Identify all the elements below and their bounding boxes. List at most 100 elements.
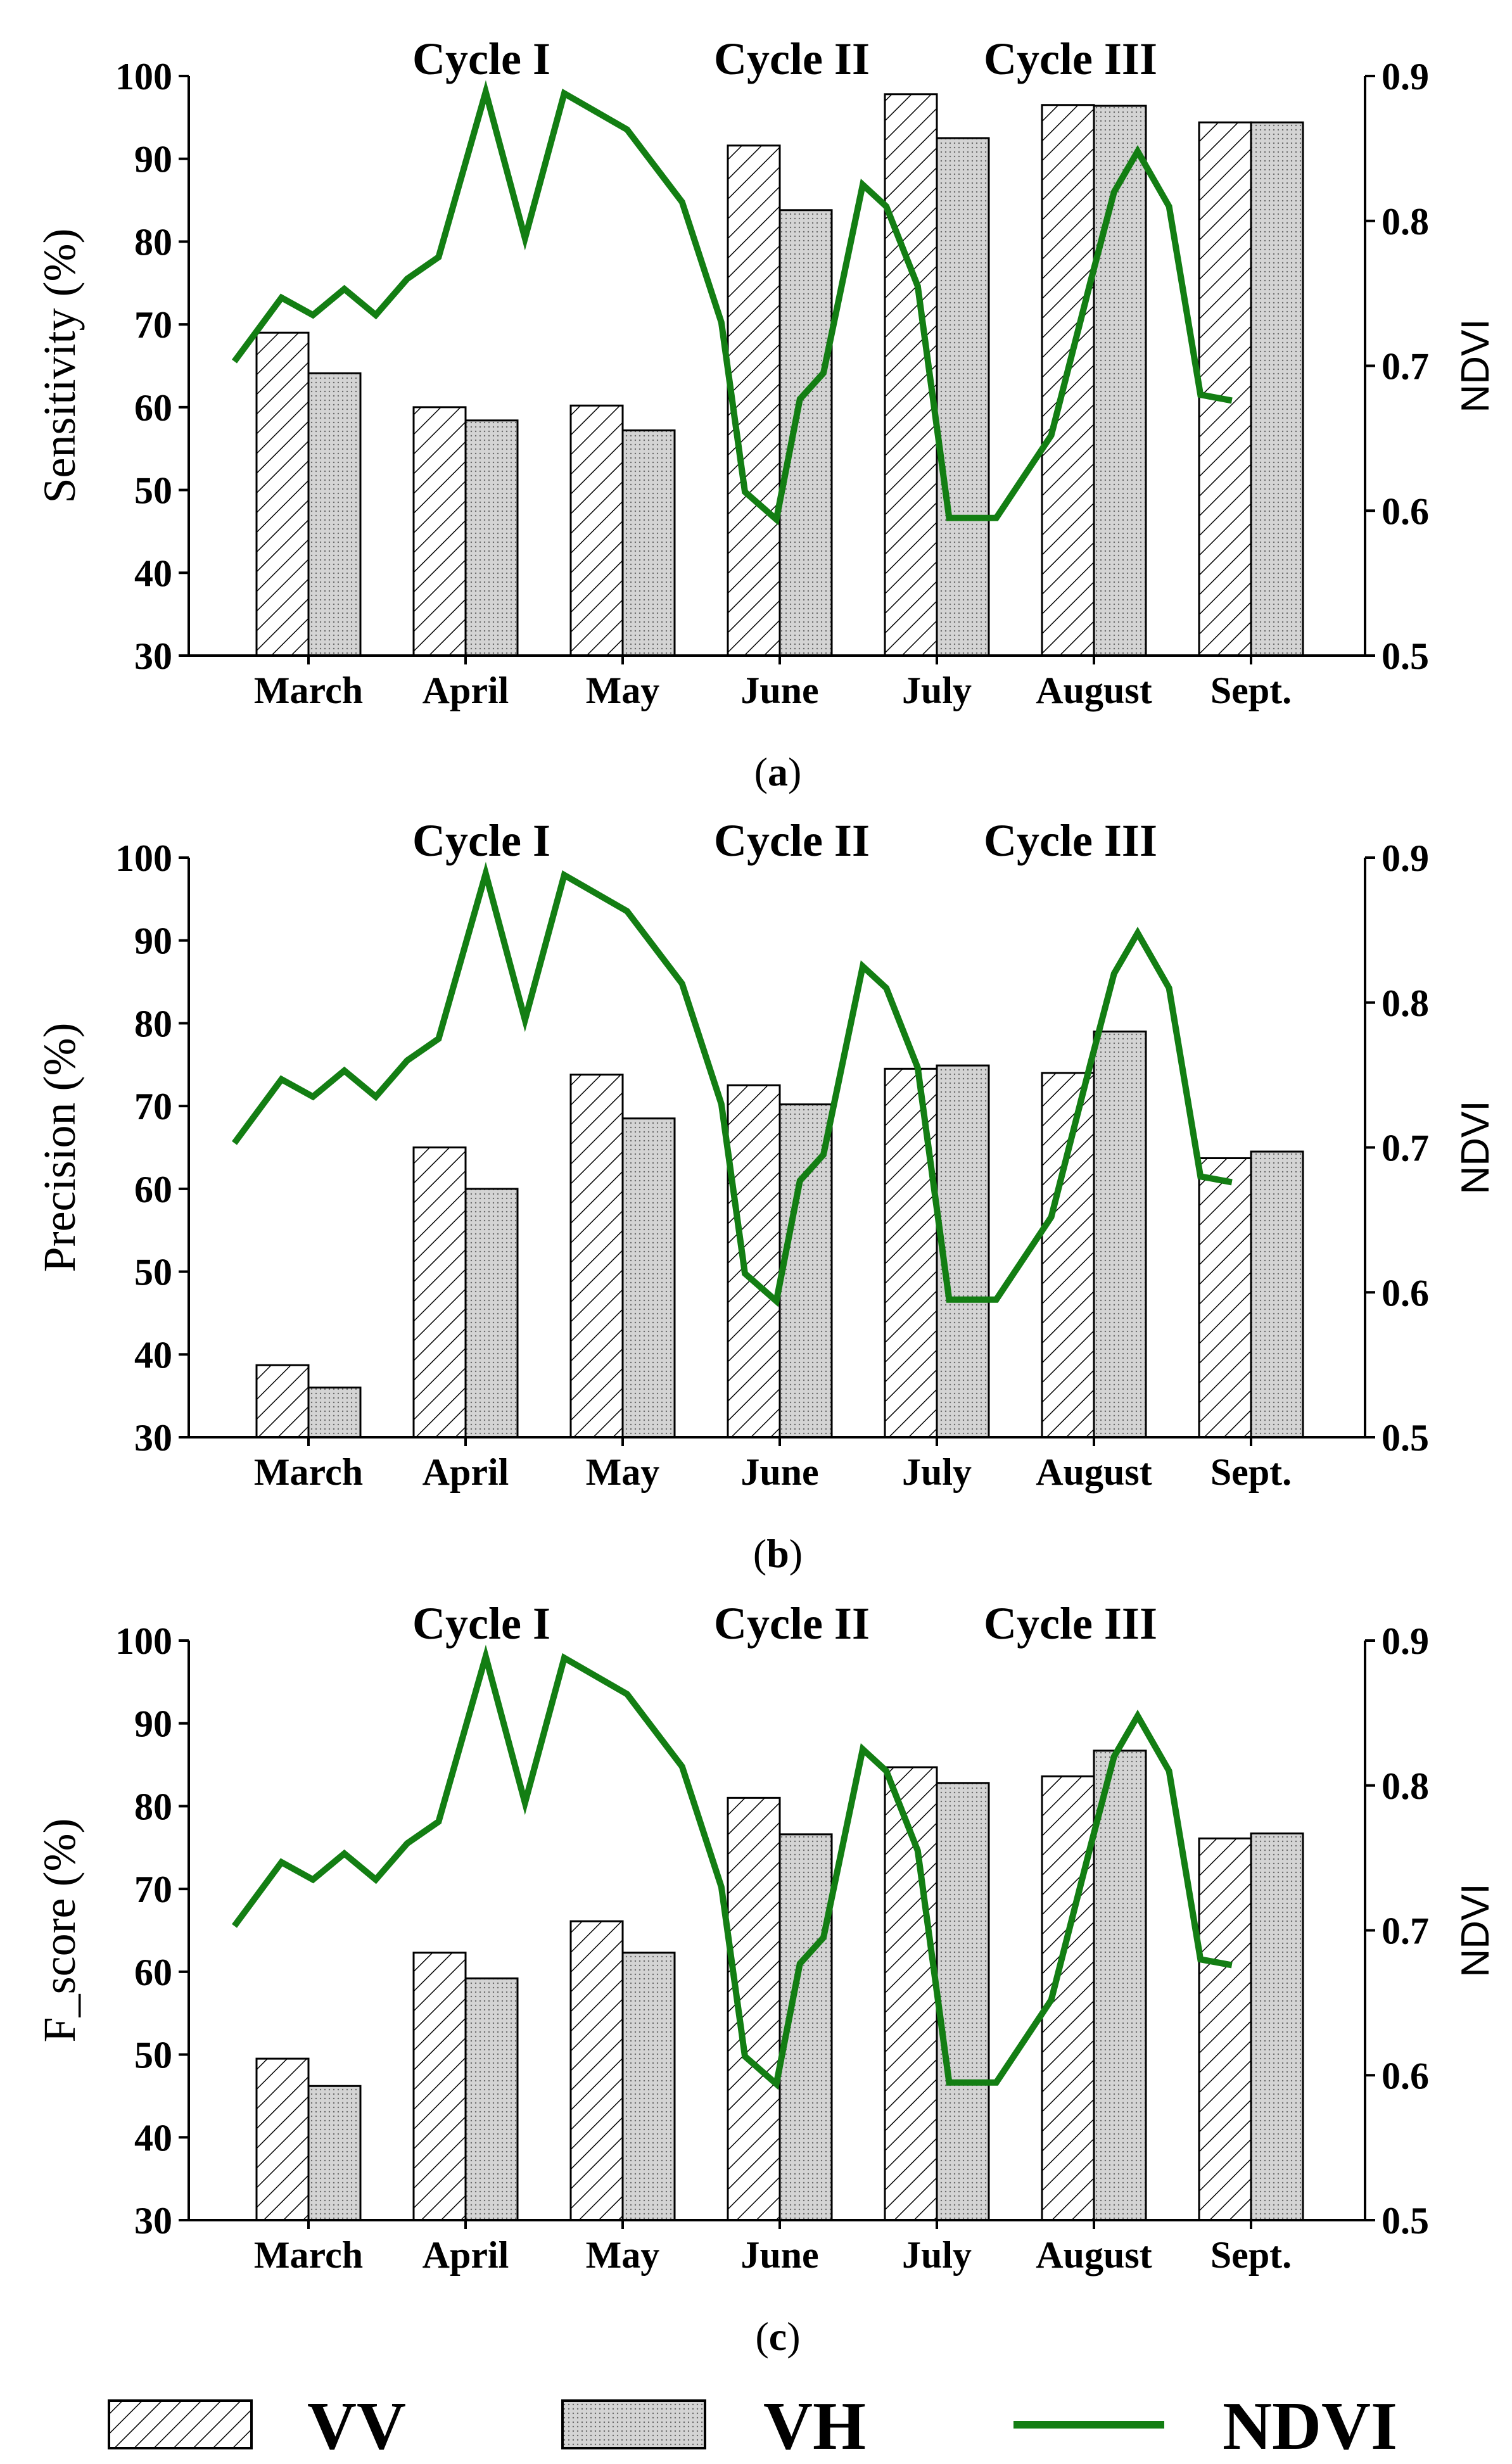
x-tick-label: March <box>254 2234 363 2276</box>
vv-bar-sept <box>1198 1157 1252 1438</box>
y-tick-label: 90 <box>134 1703 172 1745</box>
legend-vh-swatch <box>561 2399 706 2449</box>
x-tick-label: May <box>586 670 660 711</box>
vv-bar-april <box>412 1146 467 1438</box>
x-tick-label: July <box>902 2234 972 2276</box>
legend-vv-swatch <box>108 2399 253 2449</box>
y2-tick-label: 0.8 <box>1382 982 1429 1024</box>
x-tick-label: August <box>1036 1451 1152 1493</box>
vv-bar-sept <box>1198 121 1252 657</box>
y2-tick-label: 0.9 <box>1382 837 1429 879</box>
vv-bar-august <box>1041 1072 1095 1438</box>
vh-bar-may <box>621 1952 676 2221</box>
y2-tick-label: 0.9 <box>1382 1620 1429 1662</box>
legend: VV VH NDVI <box>108 2389 1397 2464</box>
vh-bar-sept <box>1250 1832 1304 2221</box>
y-tick-label: 100 <box>115 837 172 879</box>
cycle-label-1: Cycle I <box>412 815 550 866</box>
x-tick-label: March <box>254 670 363 711</box>
x-tick-label: May <box>586 2234 660 2276</box>
vh-bar-july <box>936 1782 990 2221</box>
y-tick-label: 70 <box>134 1086 172 1127</box>
y-tick-label: 50 <box>134 470 172 512</box>
y-axis-title: F_score (%) <box>34 1819 85 2043</box>
cycle-label-1: Cycle I <box>412 1598 550 1649</box>
vv-bar-march <box>255 331 310 657</box>
vh-bar-march <box>307 1387 362 1438</box>
panel-label: (b) <box>753 1531 803 1576</box>
vh-bar-april <box>464 1188 519 1438</box>
y2-tick-label: 0.5 <box>1382 1417 1429 1459</box>
vh-bar-april <box>464 419 519 657</box>
y-tick-label: 40 <box>134 2117 172 2159</box>
vh-bar-sept <box>1250 121 1304 657</box>
vv-bar-june <box>727 1084 781 1438</box>
cycle-label-2: Cycle II <box>714 34 870 84</box>
vh-bar-july <box>936 137 990 657</box>
y2-tick-label: 0.9 <box>1382 56 1429 98</box>
y-tick-label: 30 <box>134 2200 172 2242</box>
y-tick-label: 100 <box>115 1620 172 1662</box>
vv-bar-march <box>255 2057 310 2221</box>
y-tick-label: 90 <box>134 920 172 962</box>
x-tick-label: Sept. <box>1210 1451 1292 1493</box>
vv-bar-sept <box>1198 1837 1252 2221</box>
vv-bar-may <box>569 1073 624 1438</box>
x-tick-label: Sept. <box>1210 2234 1292 2276</box>
panel-label: (a) <box>754 749 802 794</box>
vv-bar-july <box>884 1766 938 2221</box>
y2-tick-label: 0.6 <box>1382 2055 1429 2097</box>
y-tick-label: 50 <box>134 1252 172 1293</box>
vh-bar-may <box>621 429 676 657</box>
chart-panel-3: 30 40 50 60 70 80 90 100 0.5 0.6 0.7 0.8 0.9 March Apr… <box>34 1598 1497 2359</box>
vv-bar-april <box>412 1952 467 2221</box>
y2-tick-label: 0.7 <box>1382 1910 1429 1952</box>
y-tick-label: 100 <box>115 56 172 98</box>
y-tick-label: 30 <box>134 1417 172 1459</box>
y-axis-title: Sensitivity (%) <box>34 229 85 504</box>
x-tick-label: April <box>422 670 509 711</box>
y-tick-label: 40 <box>134 552 172 594</box>
y-tick-label: 40 <box>134 1334 172 1376</box>
panel-label: (c) <box>755 2314 800 2359</box>
y-tick-label: 60 <box>134 387 172 429</box>
y-tick-label: 70 <box>134 304 172 346</box>
chart-panels: 30 40 50 60 70 80 90 100 0.5 0.6 0.7 0.8 0.9 March Apr… <box>34 34 1497 2359</box>
vv-bar-july <box>884 1067 938 1438</box>
y2-tick-label: 0.7 <box>1382 1127 1429 1169</box>
y2-tick-label: 0.5 <box>1382 2200 1429 2242</box>
vh-bar-august <box>1093 1750 1147 2221</box>
y-tick-label: 70 <box>134 1869 172 1910</box>
y-tick-label: 60 <box>134 1169 172 1210</box>
y-tick-label: 90 <box>134 139 172 181</box>
y-tick-label: 80 <box>134 1003 172 1045</box>
vh-bar-march <box>307 2085 362 2221</box>
ndvi-line <box>231 80 1233 526</box>
y-tick-label: 80 <box>134 221 172 263</box>
cycle-label-2: Cycle II <box>714 1598 870 1649</box>
x-tick-label: April <box>422 2234 509 2276</box>
y2-tick-label: 0.6 <box>1382 1272 1429 1314</box>
y2-axis-title: NDVI <box>1454 319 1497 412</box>
vh-bar-june <box>778 209 833 657</box>
x-tick-label: April <box>422 1451 509 1493</box>
y-axis-title: Precision (%) <box>34 1023 85 1273</box>
vh-bar-may <box>621 1117 676 1438</box>
chart-panel-1: 30 40 50 60 70 80 90 100 0.5 0.6 0.7 0.8 0.9 March Apr… <box>34 34 1497 794</box>
vv-bar-april <box>412 406 467 657</box>
y2-axis-title: NDVI <box>1454 1100 1497 1194</box>
y2-tick-label: 0.7 <box>1382 346 1429 388</box>
vv-bar-march <box>255 1364 310 1438</box>
x-tick-label: June <box>740 670 818 711</box>
x-tick-label: August <box>1036 2234 1152 2276</box>
vh-bar-march <box>307 372 362 657</box>
vh-bar-april <box>464 1977 519 2221</box>
y2-tick-label: 0.8 <box>1382 1765 1429 1807</box>
vh-bar-august <box>1093 105 1147 657</box>
vh-bar-august <box>1093 1031 1147 1438</box>
x-tick-label: July <box>902 670 972 711</box>
x-tick-label: March <box>254 1451 363 1493</box>
y2-tick-label: 0.5 <box>1382 635 1429 677</box>
chart-panel-2: 30 40 50 60 70 80 90 100 0.5 0.6 0.7 0.8 0.9 March Apr… <box>34 815 1497 1576</box>
